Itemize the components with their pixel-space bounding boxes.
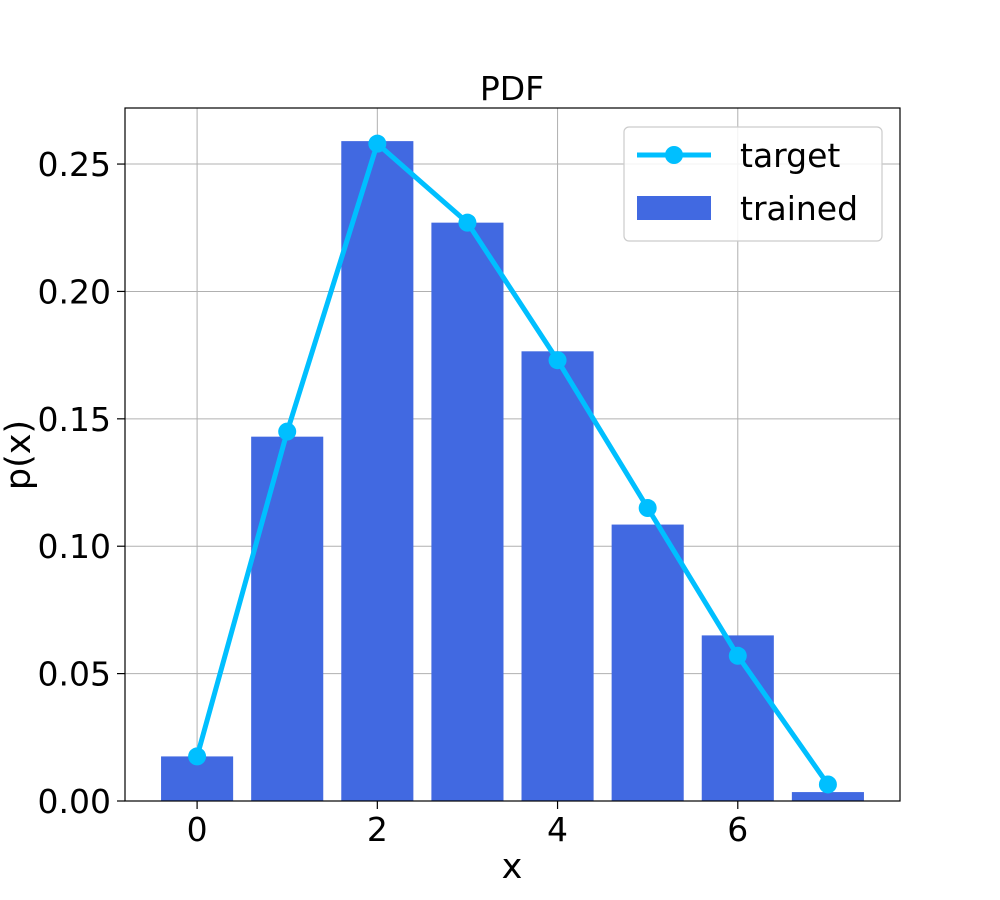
plot-frame: [124, 107, 901, 802]
bar-trained: [251, 436, 324, 801]
y-tick-label: 0.10: [38, 527, 111, 566]
x-tick-label: 0: [187, 810, 208, 849]
point-target: [638, 499, 657, 518]
legend-target-marker: [665, 146, 683, 164]
y-tick-label: 0.05: [38, 655, 111, 694]
bar-trained: [791, 792, 864, 801]
point-target: [458, 213, 477, 232]
line-target: [194, 141, 830, 786]
target-line-layer: [188, 134, 837, 794]
x-tick-label: 6: [727, 810, 748, 849]
y-ticks: 0.00 0.05 0.10 0.15 0.20 0.25: [38, 145, 125, 821]
y-tick-label: 0.00: [38, 782, 111, 821]
legend-trained-label: trained: [740, 189, 858, 228]
x-tick-label: 2: [367, 810, 388, 849]
bar-trained: [521, 351, 594, 801]
bar-trained: [341, 141, 414, 801]
x-ticks: 0 2 4 6: [187, 801, 748, 849]
x-tick-label: 4: [547, 810, 568, 849]
y-axis-label: p(x): [0, 420, 39, 490]
bar-trained: [431, 222, 504, 801]
bar-trained: [611, 524, 684, 801]
bars: [161, 141, 864, 801]
y-tick-label: 0.20: [38, 272, 111, 311]
y-tick-label: 0.15: [38, 400, 111, 439]
legend-trained-swatch: [637, 196, 711, 220]
point-target: [728, 646, 747, 665]
point-target: [368, 134, 387, 153]
y-tick-label: 0.25: [38, 145, 111, 184]
point-target: [278, 422, 297, 441]
point-target: [818, 775, 837, 794]
chart-title: PDF: [480, 69, 544, 108]
x-axis-label: x: [502, 847, 523, 887]
point-target: [188, 747, 207, 766]
point-target: [548, 351, 567, 370]
legend-target-label: target: [740, 136, 840, 175]
legend: target trained: [623, 126, 883, 242]
